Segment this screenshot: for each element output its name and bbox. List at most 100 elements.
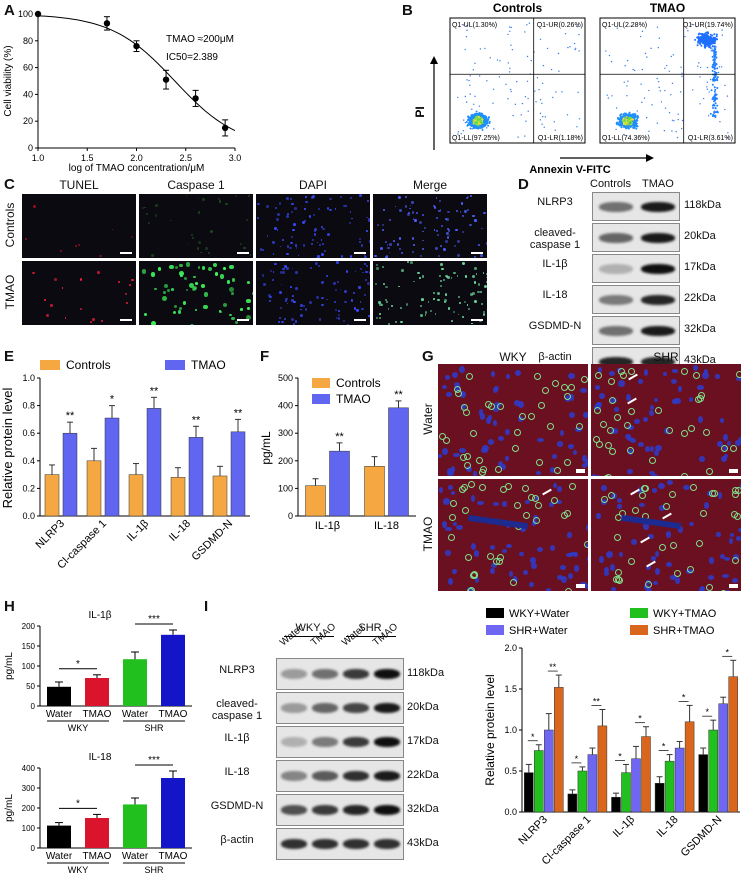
nucleus [729,532,735,538]
nucleus [692,365,699,372]
cell-dot [450,277,453,279]
nucleus [473,550,480,557]
bar [44,474,60,517]
significance-mark: * [662,742,666,752]
x-tick-label: 3.0 [229,153,242,163]
y-tick-label: 0.0 [22,511,35,521]
cell-dot [329,197,333,201]
event [697,65,699,67]
event [623,133,625,136]
event [626,94,628,97]
event [542,64,545,67]
nucleus [709,557,715,564]
event [713,94,716,97]
event [469,127,472,130]
cell-dot [420,254,423,257]
bar [230,431,246,517]
cell-dot [321,252,324,256]
green-ring [575,423,583,431]
green-ring [615,577,623,585]
cell-dot [329,208,332,211]
event [515,80,518,83]
cell-dot [436,233,439,237]
event [681,119,684,122]
quadrant-ur: Q1-UR(0.26%) [537,22,583,29]
y-tick-label: 20 [23,116,33,126]
cell-dot [470,322,473,325]
cell-dot [223,267,227,270]
cell-dot [173,310,177,314]
x-axis-label: Annexin V-FITC [529,164,610,175]
event [657,46,660,49]
cell-dot [411,201,415,205]
y-tick-label: 40 [23,89,33,99]
blot-strip [276,726,404,758]
green-ring [604,442,612,450]
event [479,119,482,122]
cell-dot [291,267,294,270]
event [539,98,542,101]
event [558,70,560,72]
event [623,125,625,128]
cell-dot [432,291,435,294]
cell-dot [386,301,388,304]
significance-mark: ** [549,662,557,672]
nucleus [658,482,665,489]
green-ring [519,413,527,421]
bar [524,772,534,813]
bar [388,407,409,517]
nucleus [451,568,458,574]
cell-dot [457,240,461,244]
protein-band [343,805,369,815]
cell-dot [302,221,305,224]
event [619,118,622,121]
cell-dot [440,285,442,288]
event [619,114,622,117]
event [656,122,658,124]
cell-dot [445,231,449,235]
cell-dot [376,264,378,266]
cell-dot [251,292,253,296]
event [474,126,477,129]
nucleus [682,485,690,491]
significance-mark: ** [335,431,344,443]
event [507,62,509,64]
arrow-marker [542,488,553,496]
event [670,94,672,96]
bar [86,460,102,517]
y-tick-label: 100 [278,483,293,493]
arrow-head [646,154,654,162]
protein-band [312,805,338,815]
green-ring [463,409,471,417]
cell-dot [183,276,188,281]
event [628,111,631,114]
nucleus [728,537,733,544]
event [541,102,543,105]
green-ring [509,578,517,586]
event [578,50,580,52]
cell-dot [295,246,298,249]
green-ring [732,490,740,498]
cell-dot [167,289,170,292]
blot-strip [276,692,404,724]
green-ring [654,406,662,414]
cell-dot [272,271,275,274]
quadrant-lr: Q1-LR(3.61%) [688,135,733,142]
green-ring [449,513,457,521]
bar [674,747,685,813]
cell-dot [322,227,325,231]
cell-dot [294,244,297,247]
event [715,33,718,36]
cell-dot [186,262,191,267]
event [651,104,653,106]
cell-dot [437,254,440,257]
nucleus [514,400,520,407]
nucleus [447,484,453,491]
event [475,110,478,113]
event [464,48,466,51]
cell-dot [43,298,46,302]
cell-dot [460,202,464,205]
event [499,60,501,62]
event [700,37,703,40]
event [471,108,473,110]
